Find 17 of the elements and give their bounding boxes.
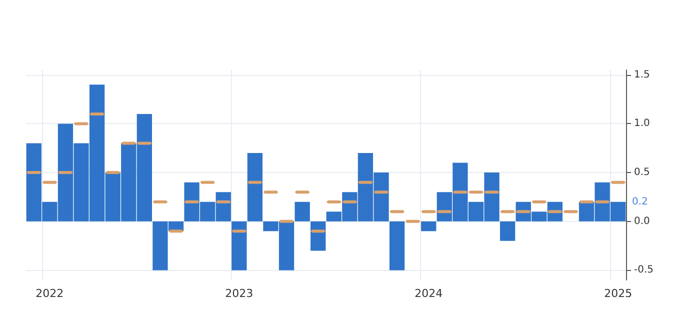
bar: [232, 221, 247, 270]
y-tick-label: 1.5: [634, 69, 650, 80]
bar: [310, 221, 326, 251]
x-tick-label: 2022: [36, 287, 64, 300]
text: 0.2: [632, 196, 648, 208]
y-tick-label: 1.0: [634, 118, 650, 130]
bar: [247, 153, 263, 222]
bar: [500, 221, 516, 241]
x-tick-label: 2024: [414, 287, 443, 300]
bar: [389, 221, 405, 270]
y-tick-label: -0.5: [634, 264, 654, 276]
y-tick-label: 0.0: [634, 216, 650, 227]
bar: [294, 202, 310, 222]
y-tick-label: 0.5: [634, 167, 650, 178]
x-tick-label: 2025: [604, 287, 632, 300]
bar: [421, 221, 436, 232]
x-tick-label: 2023: [225, 287, 254, 300]
